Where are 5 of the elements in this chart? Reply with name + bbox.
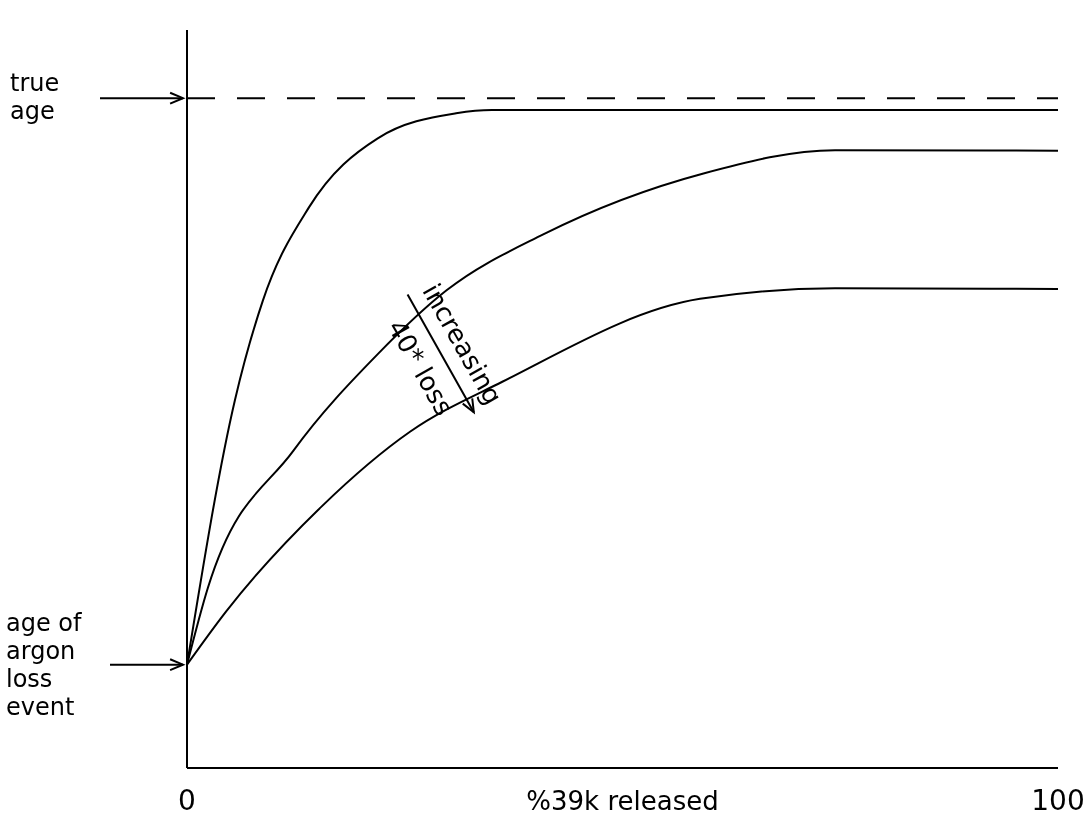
ref-line-label: true age — [10, 69, 60, 126]
x-tick-label: 0 — [178, 784, 196, 817]
x-tick-label: 100 — [1031, 784, 1083, 817]
x-axis-title: %39k released — [526, 786, 719, 816]
text: age of argon loss event — [6, 608, 83, 721]
